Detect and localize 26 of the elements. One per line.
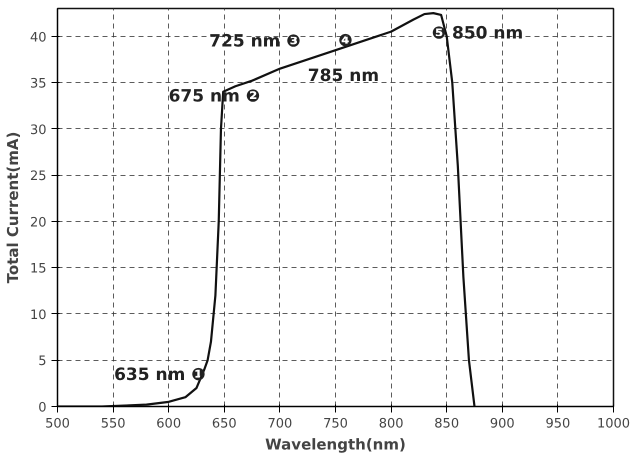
- x-tick-label: 700: [267, 416, 292, 432]
- y-axis-title: Total Current(mA): [4, 132, 22, 284]
- annotation: ❹: [338, 31, 353, 52]
- x-tick-label: 950: [545, 416, 570, 432]
- y-tick-label: 5: [38, 354, 47, 370]
- y-tick-label: 15: [30, 262, 47, 277]
- y-tick-label: 35: [30, 76, 47, 92]
- x-tick-label: 850: [434, 416, 460, 432]
- x-tick-label: 800: [378, 416, 404, 432]
- annotation: 785 nm: [308, 66, 380, 86]
- x-tick-label: 500: [45, 416, 70, 432]
- y-tick-label: 20: [30, 215, 47, 230]
- x-axis-title: Wavelength(nm): [265, 436, 406, 454]
- y-tick-label: 40: [30, 30, 47, 46]
- x-tick-label: 600: [156, 416, 182, 432]
- x-tick-label: 750: [323, 416, 348, 432]
- y-tick-label: 0: [38, 400, 47, 416]
- y-tick-label: 10: [30, 308, 47, 323]
- annotation: ❺ 850 nm: [432, 23, 524, 44]
- x-tick-label: 550: [100, 416, 126, 432]
- annotation: 725 nm ❸: [209, 31, 301, 52]
- y-tick-label: 25: [30, 169, 47, 184]
- x-tick-label: 650: [212, 416, 237, 432]
- y-tick-label: 30: [30, 122, 47, 138]
- x-tick-label: 1000: [596, 416, 630, 432]
- x-tick-label: 900: [490, 416, 515, 432]
